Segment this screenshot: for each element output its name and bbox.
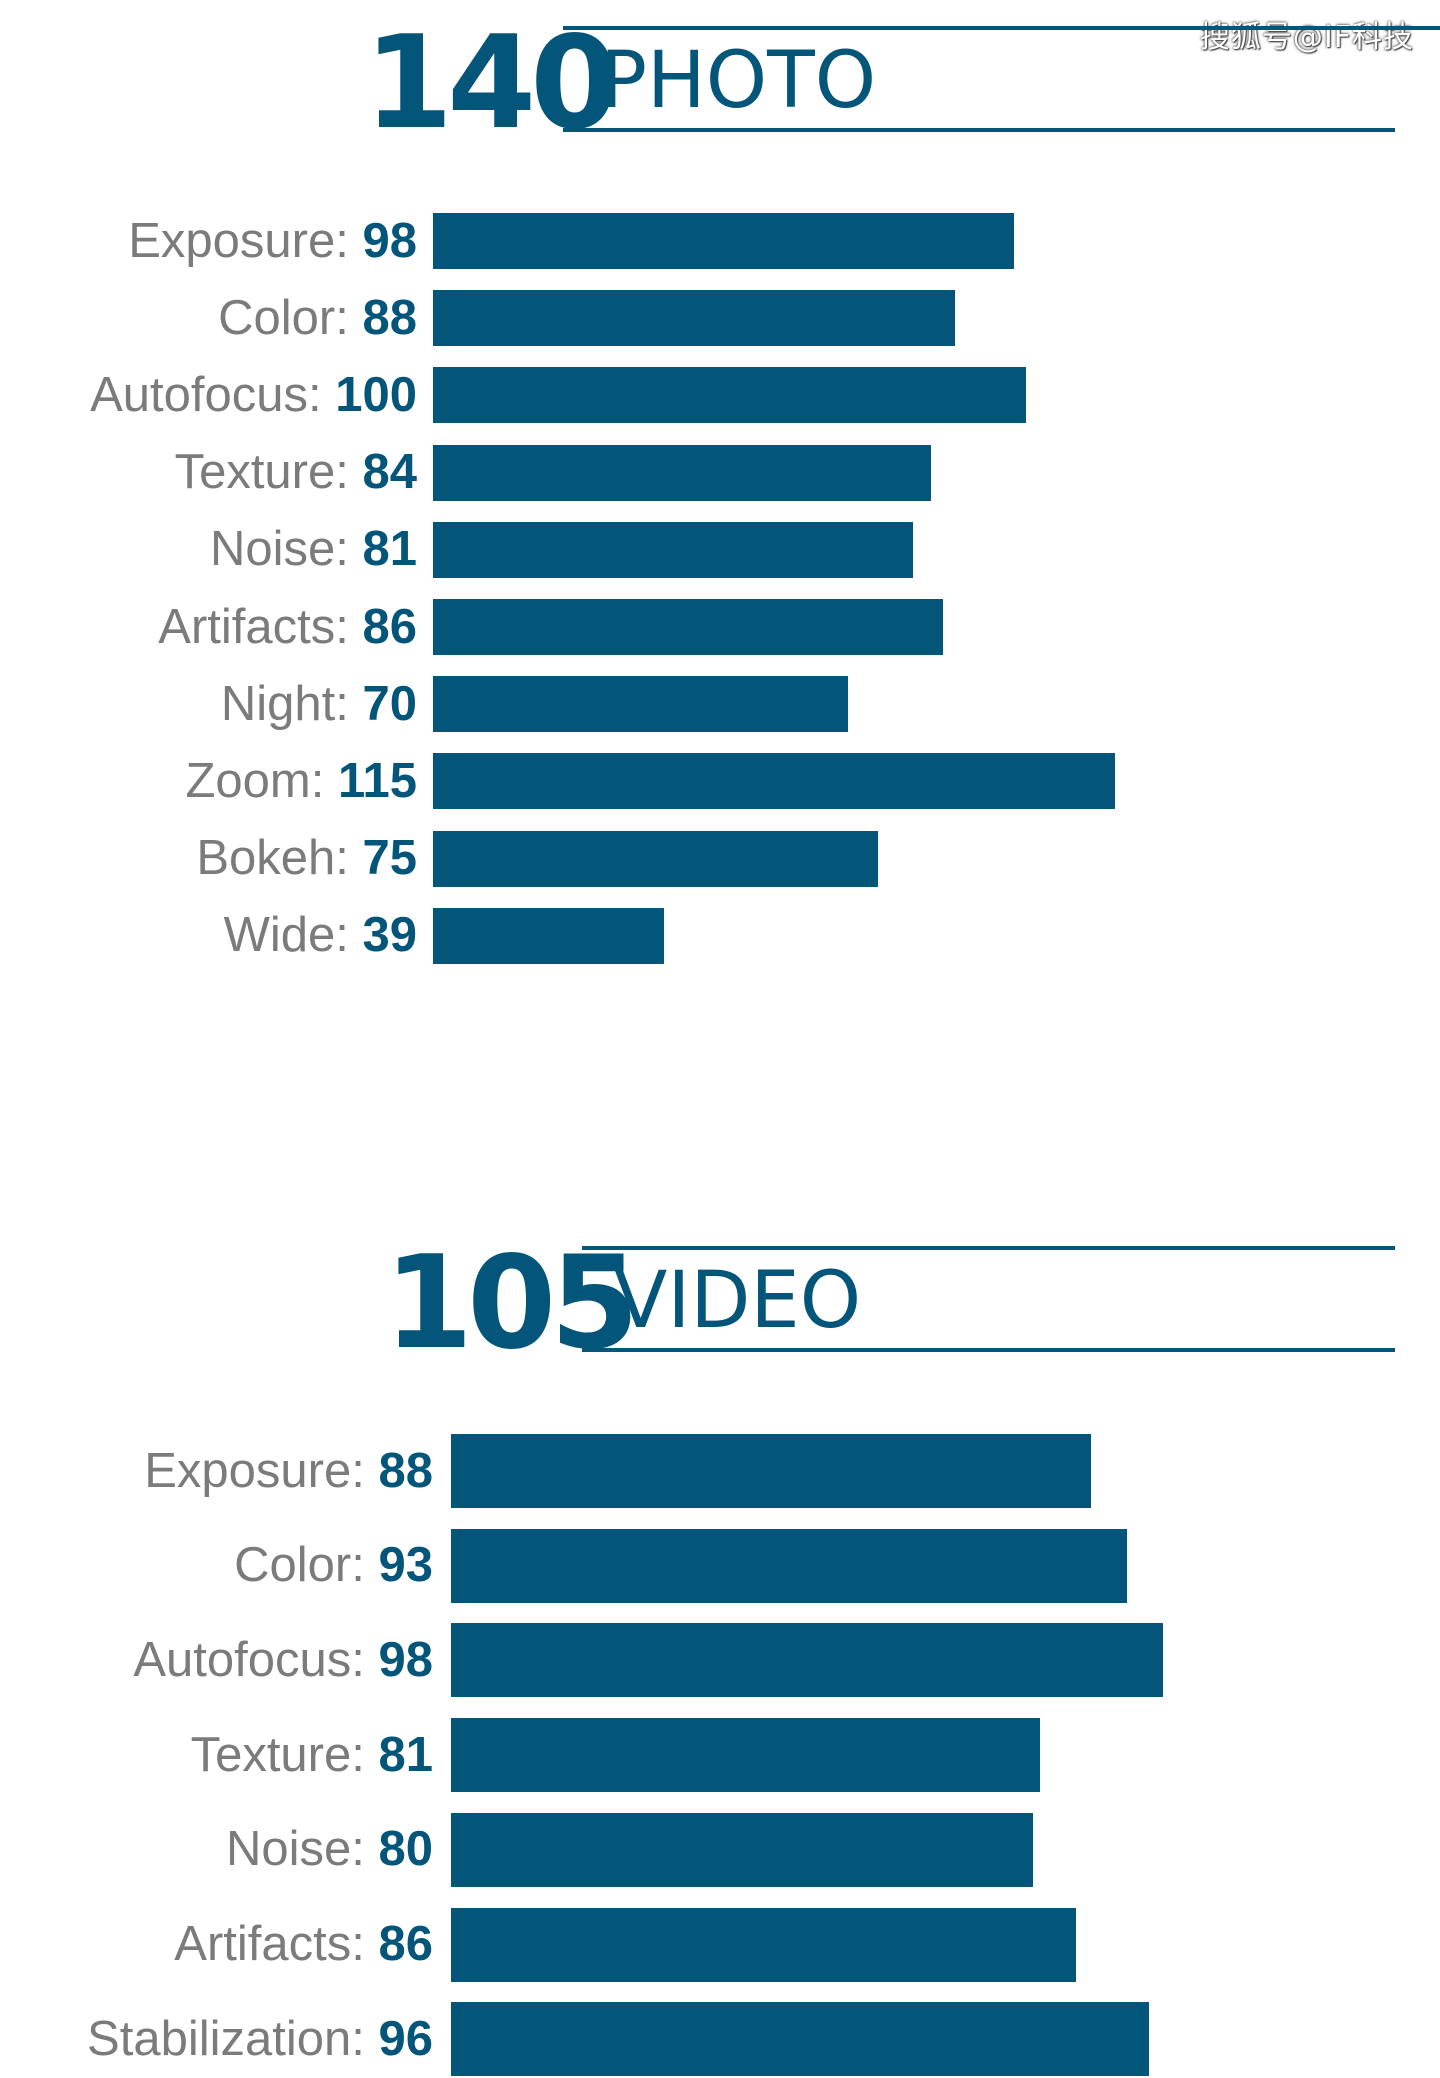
bar-label-autofocus: Autofocus: 100: [90, 367, 417, 422]
category-value: 115: [337, 753, 417, 808]
video-header-bottom-line: [582, 1348, 1395, 1352]
bar-label-texture: Texture: 81: [190, 1727, 433, 1782]
bar-autofocus: [451, 1623, 1163, 1698]
category-value: 93: [378, 1538, 433, 1593]
category-name: Color:: [218, 290, 363, 345]
photo-title: PHOTO: [600, 36, 877, 126]
video-title: VIDEO: [614, 1256, 862, 1346]
bar-label-stabilization: Stabilization: 96: [87, 2011, 433, 2066]
category-name: Texture:: [190, 1727, 379, 1782]
watermark: 搜狐号@IF科技: [1199, 20, 1414, 55]
category-name: Artifacts:: [174, 1917, 379, 1971]
bar-noise: [451, 1812, 1033, 1887]
category-value: 88: [362, 290, 417, 345]
bar-label-color: Color: 88: [218, 290, 417, 345]
bar-color: [433, 290, 955, 347]
bar-artifacts: [433, 599, 943, 655]
category-value: 98: [378, 1632, 433, 1687]
category-value: 88: [378, 1443, 433, 1498]
category-name: Autofocus:: [90, 367, 336, 422]
bar-label-color: Color: 93: [234, 1541, 433, 1590]
category-name: Night:: [220, 676, 363, 731]
bar-bokeh: [433, 830, 878, 887]
bar-label-artifacts: Artifacts: 86: [158, 599, 417, 654]
bar-label-night: Night: 70: [220, 676, 417, 731]
category-name: Noise:: [209, 522, 363, 577]
category-value: 81: [378, 1727, 433, 1782]
category-value: 100: [335, 367, 417, 422]
bar-label-exposure: Exposure: 88: [144, 1443, 433, 1498]
category-value: 96: [378, 2011, 433, 2066]
category-value: 81: [362, 522, 417, 577]
category-name: Stabilization:: [87, 2011, 379, 2066]
bar-label-texture: Texture: 84: [175, 448, 417, 497]
category-value: 86: [378, 1917, 433, 1971]
category-name: Texture:: [174, 445, 363, 500]
category-value: 84: [362, 445, 417, 500]
bar-texture: [433, 444, 931, 501]
bar-label-exposure: Exposure: 98: [128, 213, 417, 268]
category-name: Autofocus:: [133, 1632, 379, 1687]
bar-noise: [433, 521, 913, 578]
bar-wide: [433, 907, 664, 964]
category-value: 80: [378, 1822, 433, 1877]
video-header-top-line: [582, 1246, 1395, 1250]
bar-label-noise: Noise: 81: [210, 525, 417, 574]
category-value: 98: [362, 213, 417, 268]
category-name: Artifacts:: [158, 599, 363, 654]
video-score: 105: [384, 1229, 639, 1378]
bar-label-bokeh: Bokeh: 75: [196, 834, 417, 883]
bar-night: [433, 676, 848, 733]
category-name: Bokeh:: [196, 831, 363, 886]
category-name: Noise:: [225, 1822, 379, 1877]
bar-label-autofocus: Autofocus: 98: [133, 1632, 433, 1687]
category-name: Color:: [234, 1538, 379, 1593]
bar-label-wide: Wide: 39: [224, 911, 417, 960]
bar-autofocus: [433, 367, 1026, 424]
category-name: Wide:: [223, 908, 363, 963]
bar-stabilization: [451, 2002, 1149, 2077]
photo-header-bottom-line: [563, 128, 1395, 132]
category-name: Exposure:: [144, 1443, 379, 1498]
bar-label-zoom: Zoom: 115: [185, 753, 417, 808]
category-value: 86: [362, 599, 417, 654]
photo-score: 140: [364, 9, 619, 158]
bar-exposure: [451, 1434, 1091, 1508]
category-value: 70: [362, 676, 417, 731]
bar-zoom: [433, 753, 1115, 810]
category-value: 75: [362, 831, 417, 886]
bar-artifacts: [451, 1907, 1076, 1982]
category-name: Exposure:: [128, 213, 363, 268]
bar-label-artifacts: Artifacts: 86: [174, 1920, 433, 1969]
bar-label-noise: Noise: 80: [226, 1825, 433, 1874]
category-value: 39: [362, 908, 417, 963]
bar-color: [451, 1528, 1127, 1603]
photo-header-top-line: [563, 26, 1440, 30]
category-name: Zoom:: [185, 753, 338, 808]
bar-texture: [451, 1718, 1040, 1793]
bar-exposure: [433, 213, 1014, 269]
